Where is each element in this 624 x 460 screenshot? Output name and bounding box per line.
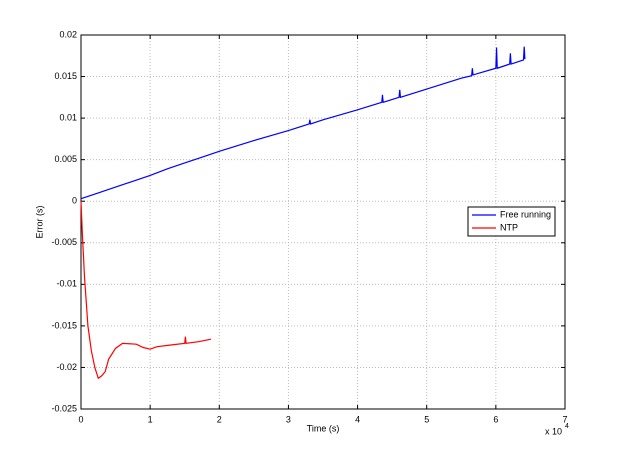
legend-label: Free running bbox=[500, 209, 551, 219]
y-tick-label: -0.01 bbox=[56, 279, 77, 289]
y-tick-label: 0.01 bbox=[59, 112, 77, 122]
x-tick-label: 5 bbox=[424, 414, 429, 424]
x-multiplier: x 10 bbox=[545, 426, 562, 436]
x-tick-label: 3 bbox=[286, 414, 291, 424]
y-tick-label: 0.02 bbox=[59, 29, 77, 39]
plot-frame bbox=[80, 34, 566, 410]
legend-label: NTP bbox=[500, 222, 518, 232]
y-tick-label: 0 bbox=[72, 196, 77, 206]
x-tick-label: 2 bbox=[217, 414, 222, 424]
y-tick-label: -0.025 bbox=[51, 403, 77, 413]
y-tick-label: -0.005 bbox=[51, 237, 77, 247]
y-axis-label: Error (s) bbox=[34, 206, 44, 239]
x-tick-label: 6 bbox=[493, 414, 498, 424]
y-tick-label: -0.02 bbox=[56, 362, 77, 372]
y-tick-label: 0.015 bbox=[54, 71, 77, 81]
data-line bbox=[80, 201, 212, 380]
x-multiplier-exponent: 4 bbox=[565, 423, 569, 430]
x-axis-label: Time (s) bbox=[307, 423, 340, 433]
x-tick-label: 1 bbox=[148, 414, 153, 424]
legend-box bbox=[467, 206, 556, 237]
data-line bbox=[80, 46, 526, 200]
y-tick-label: -0.015 bbox=[51, 320, 77, 330]
x-tick-label: 7 bbox=[562, 414, 567, 424]
x-tick-label: 4 bbox=[355, 414, 360, 424]
y-tick-label: 0.005 bbox=[54, 154, 77, 164]
x-tick-label: 0 bbox=[78, 414, 83, 424]
